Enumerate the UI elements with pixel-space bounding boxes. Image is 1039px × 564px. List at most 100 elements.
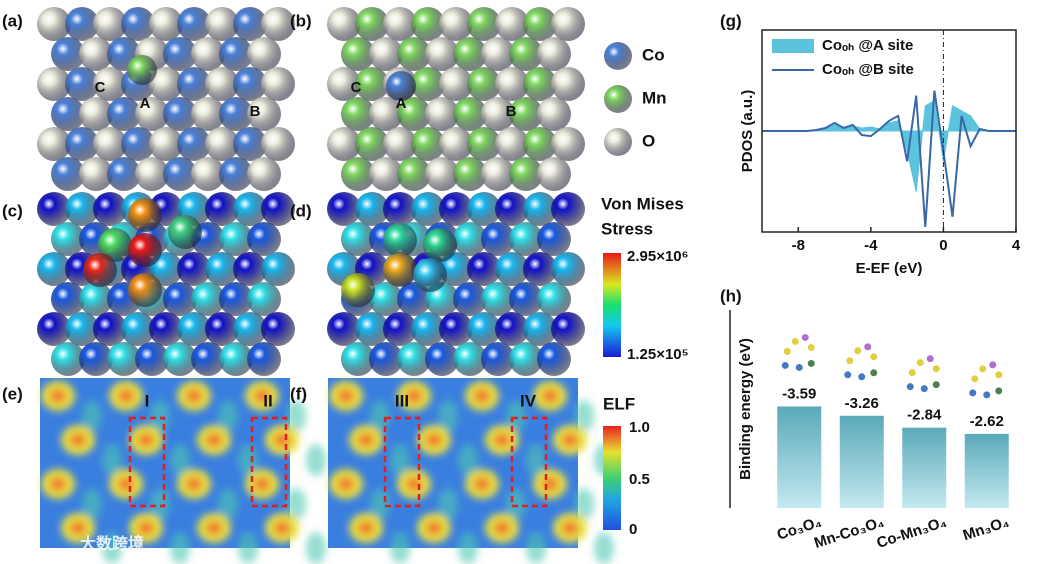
scale-label: 0 [629,521,637,538]
value-label: -2.62 [970,413,1004,430]
panel-label: (e) [2,384,23,403]
atom [149,312,183,346]
atom [551,312,585,346]
atom [327,67,361,101]
atom [453,282,487,316]
elf-blobs [41,381,326,564]
atom [177,252,211,286]
atom [79,157,113,191]
atom [481,222,515,256]
atom [163,157,197,191]
atom [411,67,445,101]
atom [383,312,417,346]
atom [37,312,71,346]
atom [107,97,141,131]
atom [37,7,71,41]
atom [177,7,211,41]
atom [523,127,557,161]
atom [467,67,501,101]
atom [425,97,459,131]
atom [79,97,113,131]
molecule-atom [807,359,815,367]
atom [397,342,431,376]
atom [177,312,211,346]
atom [127,55,157,85]
colorbar [603,253,621,357]
atom [233,312,267,346]
atom [341,97,375,131]
elf-core [338,477,354,491]
molecule-atom [908,369,916,377]
atom [205,252,239,286]
atom [523,252,557,286]
atom [219,342,253,376]
atom [107,342,141,376]
atom [261,67,295,101]
atom [604,85,632,113]
elf-core [426,521,442,535]
atom [439,7,473,41]
molecule-atom [844,371,852,379]
colorbar [603,426,621,530]
atom [177,127,211,161]
panel-label: (c) [2,201,23,220]
atom [219,97,253,131]
atom [219,222,253,256]
region-label: II [263,391,272,410]
atom [523,67,557,101]
atom [121,312,155,346]
site-label: B [250,103,261,120]
x-tick-label: -4 [864,237,878,254]
atom [205,192,239,226]
atom [397,282,431,316]
scale-title: ELF [603,394,635,413]
atom [495,192,529,226]
elf-halo [238,532,258,564]
atom [37,192,71,226]
plot-frame [761,29,1017,233]
molecule-atom [807,343,815,351]
atom [163,282,197,316]
atom [509,222,543,256]
elf-halo [438,400,458,432]
atom [93,127,127,161]
scale-label: 1.25×10⁵ [627,346,689,363]
atom [383,7,417,41]
atom [355,312,389,346]
atom [439,252,473,286]
atom [327,312,361,346]
atom [341,37,375,71]
molecule-atom [979,365,987,373]
region-box [383,416,421,508]
atom [355,7,389,41]
elf-halo [574,400,594,432]
elf-core [138,433,154,447]
atom [51,282,85,316]
atom [261,312,295,346]
atom [509,282,543,316]
atom [383,127,417,161]
elf-halo [218,488,238,520]
atom [411,127,445,161]
elf-halo [82,488,102,520]
atom [467,312,501,346]
atom [453,157,487,191]
molecule-atom [969,389,977,397]
atom [604,42,632,70]
elf-halo [390,444,410,476]
elf-halo [458,532,478,564]
value-label: -3.26 [845,395,879,412]
atom [369,342,403,376]
elf-core [358,521,374,535]
molecule-atom [870,369,878,377]
atom [397,37,431,71]
atom [261,7,295,41]
atom [439,312,473,346]
atom [551,252,585,286]
atom [163,37,197,71]
x-tick-label: 4 [1012,237,1021,254]
elf-halo [390,532,410,564]
atom [233,7,267,41]
atom [135,157,169,191]
